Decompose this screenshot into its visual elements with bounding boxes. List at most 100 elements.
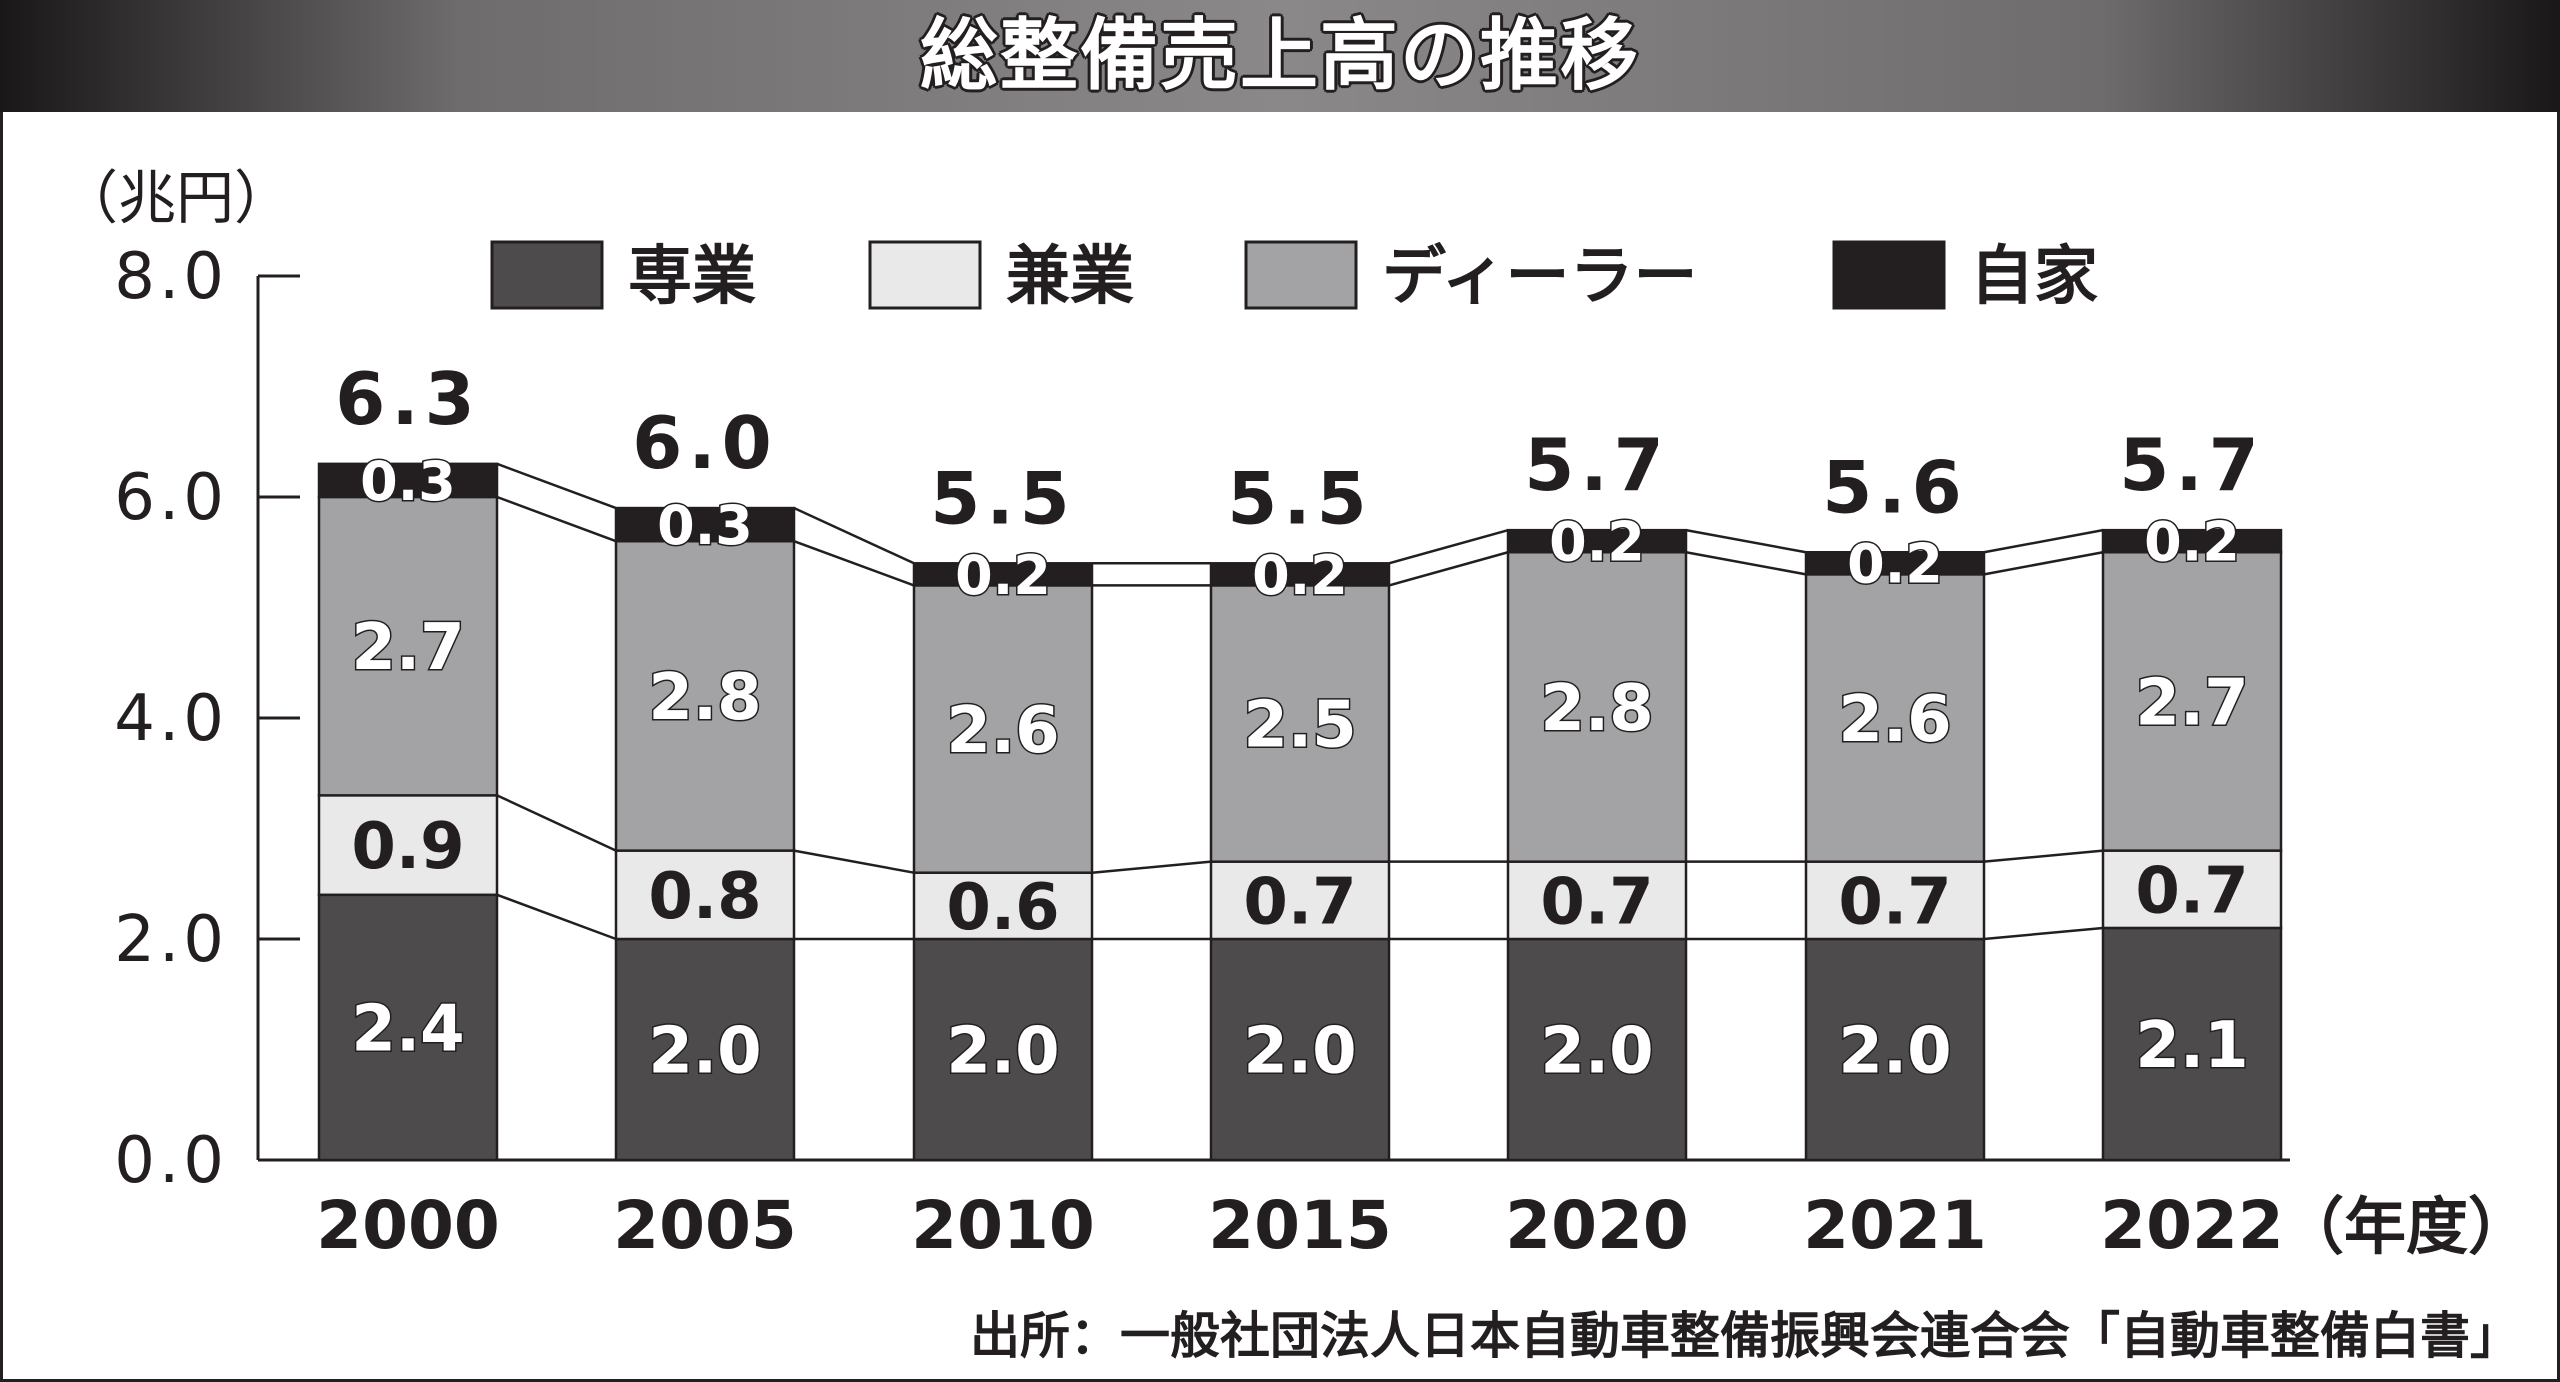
x-tick-label: 2010 — [911, 1187, 1095, 1264]
bar-segment — [2101, 528, 2283, 554]
segment-value-label: 0.3 — [360, 450, 456, 513]
bar-segment — [614, 506, 796, 543]
bar-segment — [1506, 528, 1688, 554]
segment-value-label: 0.8 — [648, 860, 761, 934]
bar-segment — [1804, 937, 1986, 1162]
connector-line — [793, 506, 915, 565]
x-tick-label: 2020 — [1505, 1187, 1689, 1264]
bar-segment — [1804, 860, 1986, 941]
y-unit-label: （兆円） — [60, 164, 292, 232]
bar-segment — [614, 539, 796, 852]
x-tick-label: 2015 — [1208, 1187, 1392, 1264]
segment-value-label: 2.0 — [648, 1015, 761, 1089]
bar-segment — [912, 871, 1094, 941]
segment-value-label: 2.0 — [1838, 1015, 1951, 1089]
total-value-label: 5.5 — [1227, 456, 1373, 540]
x-tick-label: 2021 — [1803, 1187, 1987, 1264]
segment-value-label: 0.7 — [2135, 854, 2248, 928]
bar-segment — [317, 893, 499, 1162]
chart-title: 総整備売上高の推移 — [919, 11, 1640, 101]
legend-label: 兼業 — [1006, 240, 1134, 314]
bar-segment — [317, 794, 499, 897]
legend-swatch — [490, 240, 604, 310]
legend-swatch — [868, 240, 982, 310]
bar-segment — [2101, 551, 2283, 852]
bar-segment — [1804, 573, 1986, 863]
connector-line — [496, 495, 617, 543]
y-tick-label: 2.0 — [114, 903, 228, 977]
bar-segment — [1506, 860, 1688, 941]
segment-value-label: 0.9 — [351, 810, 464, 884]
connector-line — [496, 893, 617, 941]
legend-label: ディーラー — [1382, 240, 1698, 314]
connector-line — [1983, 926, 2104, 941]
segment-value-label: 0.2 — [955, 544, 1051, 607]
connector-line — [1091, 860, 1212, 874]
legend-label: 専業 — [628, 240, 756, 314]
total-value-label: 5.7 — [2119, 423, 2265, 507]
connector-line — [1983, 551, 2104, 576]
bar-segment — [614, 849, 796, 941]
y-tick-label: 6.0 — [114, 461, 228, 535]
segment-value-label: 0.3 — [657, 494, 753, 557]
connector-line — [1685, 551, 1807, 576]
segment-value-label: 2.0 — [946, 1015, 1059, 1089]
segment-value-label: 0.6 — [946, 871, 1059, 945]
segment-value-label: 2.8 — [1540, 672, 1653, 746]
x-tick-label: 2022 — [2100, 1187, 2284, 1264]
total-value-label: 5.5 — [930, 456, 1076, 540]
x-tick-label: 2005 — [613, 1187, 797, 1264]
segment-value-label: 2.7 — [351, 611, 464, 685]
bar-segment — [912, 562, 1094, 587]
legend: 専業 兼業 ディーラー 自家 — [490, 240, 2098, 314]
segment-value-label: 2.0 — [1540, 1015, 1653, 1089]
total-value-label: 5.6 — [1822, 445, 1968, 529]
total-value-label: 6.0 — [632, 401, 778, 485]
x-tick-label: 2000 — [316, 1187, 500, 1264]
segment-value-label: 2.7 — [2135, 666, 2248, 740]
legend-swatch — [1244, 240, 1358, 310]
connector-lines — [496, 462, 2104, 941]
connector-line — [1983, 849, 2104, 863]
bar-segment — [912, 937, 1094, 1162]
x-unit-label: （年度） — [2282, 1190, 2530, 1263]
connector-line — [496, 462, 617, 510]
connector-line — [793, 540, 915, 587]
segment-value-label: 2.6 — [946, 694, 1059, 768]
segment-value-label: 0.7 — [1540, 865, 1653, 939]
bars — [317, 462, 2283, 1162]
bar-segment — [1209, 937, 1391, 1162]
legend-swatch — [1832, 240, 1946, 310]
bar-segment — [1804, 551, 1986, 576]
legend-label: 自家 — [1970, 240, 2098, 314]
bar-segment — [614, 937, 796, 1162]
y-tick-label: 8.0 — [114, 240, 228, 314]
source-note: 出所：一般社団法人日本自動車整備振興会連合会「自動車整備白書」 — [970, 1307, 2520, 1365]
connector-line — [793, 849, 915, 874]
title-bar — [0, 0, 2560, 112]
segment-value-label: 2.1 — [2135, 1009, 2248, 1083]
total-value-label: 5.7 — [1524, 423, 1670, 507]
connector-line — [1983, 528, 2104, 554]
segment-value-label: 2.6 — [1838, 683, 1951, 757]
segment-value-label: 0.2 — [2144, 511, 2240, 574]
bar-segment — [317, 462, 499, 499]
connector-line — [1388, 528, 1509, 565]
bar-segment — [1209, 860, 1391, 941]
bar-segment — [1209, 562, 1391, 587]
bar-segment — [2101, 926, 2283, 1162]
bar-segment — [1506, 551, 1688, 863]
segment-value-label: 2.8 — [648, 661, 761, 735]
segment-value-label: 0.7 — [1243, 865, 1356, 939]
connector-line — [1685, 528, 1807, 554]
segment-value-label: 0.7 — [1838, 865, 1951, 939]
segment-value-label: 0.2 — [1847, 533, 1943, 596]
total-value-label: 6.3 — [335, 357, 481, 441]
data-labels: 2.4 2.0 2.0 2.0 2.0 2.0 2.1 0.9 0.8 0.6 0.7 0.7 0.7 0… — [335, 357, 2265, 1090]
segment-value-label: 0.2 — [1252, 544, 1348, 607]
segment-value-label: 0.2 — [1549, 511, 1645, 574]
segment-value-label: 2.0 — [1243, 1015, 1356, 1089]
connector-line — [1388, 551, 1509, 587]
segment-value-label: 2.5 — [1243, 689, 1356, 763]
